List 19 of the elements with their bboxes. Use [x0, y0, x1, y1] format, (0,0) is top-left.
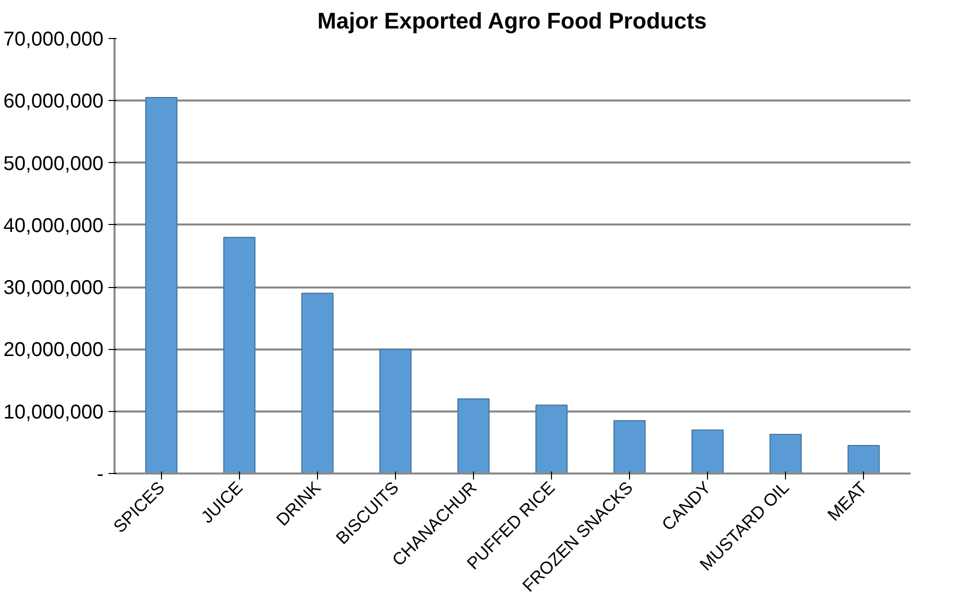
bar	[301, 292, 334, 474]
y-tick-label: 30,000,000	[3, 277, 104, 300]
y-tick-label: 70,000,000	[3, 28, 104, 50]
y-tick-label: 10,000,000	[3, 401, 104, 424]
bar	[145, 97, 178, 474]
bar	[770, 434, 802, 474]
bar	[691, 430, 724, 474]
bar	[613, 420, 646, 474]
bar	[457, 398, 490, 474]
y-tick-label: 50,000,000	[3, 152, 104, 175]
y-tick-label: -	[96, 464, 104, 486]
bar	[379, 348, 412, 474]
y-tick-label: 60,000,000	[3, 90, 104, 113]
bar	[848, 445, 880, 474]
bar	[535, 404, 568, 474]
chart-title: Major Exported Agro Food Products	[317, 8, 707, 34]
bar	[223, 236, 256, 474]
y-tick-label: 40,000,000	[3, 214, 104, 237]
y-tick-label: 20,000,000	[3, 339, 104, 362]
